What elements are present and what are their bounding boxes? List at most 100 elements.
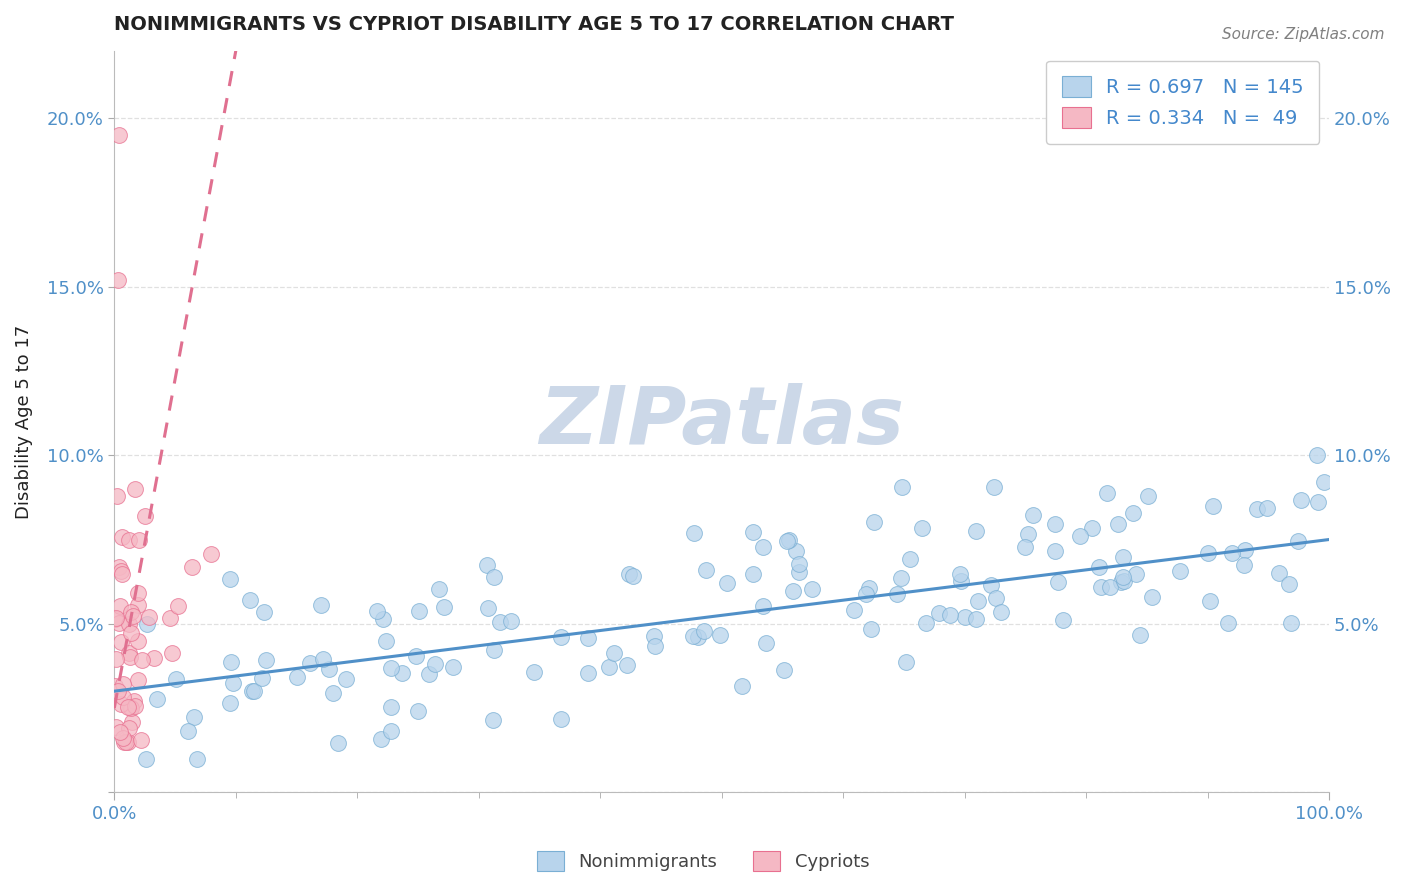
Point [1022,508,1045,523]
Point [1312,475,1334,489]
Point [1286,534,1309,549]
Point [112,677,135,691]
Point [1278,577,1301,591]
Point [787,565,810,579]
Point [990,605,1012,619]
Point [1129,628,1152,642]
Point [121,608,143,623]
Point [886,587,908,601]
Point [114,735,136,749]
Point [598,659,620,673]
Point [948,567,970,582]
Point [120,700,142,714]
Text: Source: ZipAtlas.com: Source: ZipAtlas.com [1222,27,1385,42]
Point [752,599,775,614]
Point [243,683,266,698]
Point [1289,493,1312,508]
Point [776,534,799,549]
Point [965,524,987,538]
Point [643,629,665,643]
Point [1140,590,1163,604]
Point [371,612,394,626]
Point [405,649,427,664]
Point [111,529,134,543]
Point [1099,580,1122,594]
Point [219,697,242,711]
Point [105,720,128,734]
Point [131,653,153,667]
Point [910,521,932,535]
Point [118,617,141,632]
Point [134,508,156,523]
Point [121,714,143,729]
Point [162,646,184,660]
Point [1168,564,1191,578]
Point [240,684,263,698]
Point [335,672,357,686]
Point [695,563,717,577]
Point [482,570,505,584]
Point [127,673,149,687]
Text: ZIPatlas: ZIPatlas [540,383,904,460]
Point [127,634,149,648]
Point [408,705,430,719]
Point [499,614,522,628]
Point [143,651,166,665]
Point [165,672,187,686]
Point [1114,574,1136,589]
Point [122,694,145,708]
Point [239,592,262,607]
Point [104,679,127,693]
Point [616,657,638,672]
Legend: R = 0.697   N = 145, R = 0.334   N =  49: R = 0.697 N = 145, R = 0.334 N = 49 [1046,61,1319,144]
Point [858,582,880,596]
Point [200,547,222,561]
Point [299,656,322,670]
Point [939,608,962,623]
Point [104,612,127,626]
Point [1017,526,1039,541]
Point [842,603,865,617]
Point [522,665,544,679]
Point [127,585,149,599]
Point [644,639,666,653]
Point [219,655,242,669]
Point [391,666,413,681]
Point [105,652,128,666]
Point [110,634,132,648]
Point [1095,486,1118,500]
Point [124,482,146,496]
Point [1202,499,1225,513]
Point [896,655,918,669]
Point [778,533,800,548]
Point [1233,543,1256,558]
Point [118,646,141,660]
Point [318,662,340,676]
Point [1198,546,1220,560]
Point [953,609,976,624]
Point [1069,529,1091,543]
Point [380,699,402,714]
Point [716,575,738,590]
Point [688,630,710,644]
Point [408,604,430,618]
Point [118,533,141,548]
Point [682,629,704,643]
Point [1111,574,1133,589]
Point [773,663,796,677]
Point [859,622,882,636]
Point [120,605,142,619]
Point [785,544,807,558]
Point [254,653,277,667]
Point [114,735,136,749]
Point [108,616,131,631]
Point [380,723,402,738]
Point [693,624,716,639]
Text: NONIMMIGRANTS VS CYPRIOT DISABILITY AGE 5 TO 17 CORRELATION CHART: NONIMMIGRANTS VS CYPRIOT DISABILITY AGE … [114,15,955,34]
Point [312,652,335,666]
Point [1125,566,1147,581]
Point [253,605,276,619]
Point [177,724,200,739]
Point [1233,558,1256,573]
Point [135,751,157,765]
